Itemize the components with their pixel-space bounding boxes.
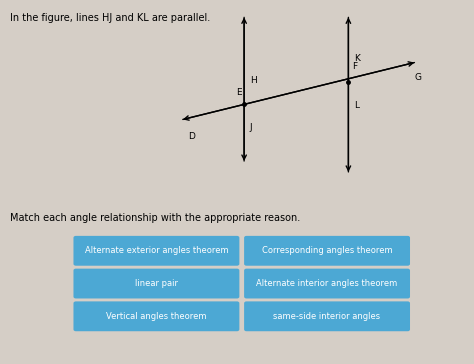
Text: F: F: [352, 62, 357, 71]
Text: Alternate exterior angles theorem: Alternate exterior angles theorem: [84, 246, 228, 255]
FancyBboxPatch shape: [73, 236, 239, 266]
Text: same-side interior angles: same-side interior angles: [273, 312, 381, 321]
FancyBboxPatch shape: [244, 301, 410, 331]
Text: In the figure, lines HJ and KL are parallel.: In the figure, lines HJ and KL are paral…: [10, 13, 210, 23]
FancyBboxPatch shape: [244, 269, 410, 298]
FancyBboxPatch shape: [73, 269, 239, 298]
Text: Corresponding angles theorem: Corresponding angles theorem: [262, 246, 392, 255]
Text: H: H: [250, 76, 256, 84]
Text: D: D: [189, 132, 195, 141]
Text: Match each angle relationship with the appropriate reason.: Match each angle relationship with the a…: [10, 213, 301, 223]
Text: K: K: [354, 54, 360, 63]
Text: E: E: [236, 88, 242, 97]
Text: L: L: [354, 101, 359, 110]
Text: Alternate interior angles theorem: Alternate interior angles theorem: [256, 279, 398, 288]
FancyBboxPatch shape: [244, 236, 410, 266]
Text: G: G: [415, 73, 422, 82]
Text: J: J: [250, 123, 253, 132]
Text: linear pair: linear pair: [135, 279, 178, 288]
Text: Vertical angles theorem: Vertical angles theorem: [106, 312, 207, 321]
FancyBboxPatch shape: [73, 301, 239, 331]
